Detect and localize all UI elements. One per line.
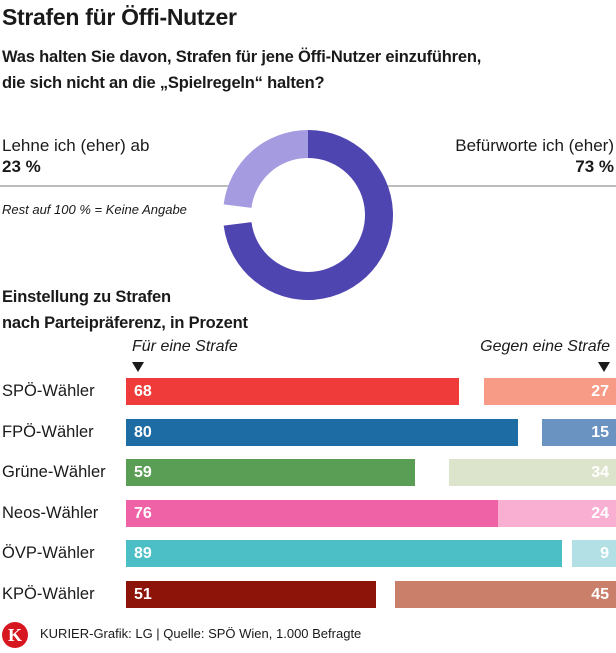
for-summary: Befürworte ich (eher) 73 % (455, 135, 614, 177)
bar-value-for: 51 (134, 586, 152, 603)
row-label: SPÖ-Wähler (2, 382, 95, 400)
for-label: Befürworte ich (eher) (455, 136, 614, 155)
chart-title: Strafen für Öffi-Nutzer (2, 4, 237, 30)
bar-value-against: 15 (591, 424, 609, 441)
bar-value-for: 80 (134, 424, 152, 441)
kurier-logo-icon: K (2, 622, 28, 648)
bars-heading: Einstellung zu Strafen nach Parteipräfer… (2, 284, 248, 336)
donut-segment-for (223, 130, 393, 300)
bar-value-for: 76 (134, 505, 152, 522)
bar-against-penalty: 9 (572, 540, 616, 567)
rest-note: Rest auf 100 % = Keine Angabe (2, 202, 187, 217)
arrow-down-icon (598, 362, 610, 372)
bar-against-penalty: 34 (449, 459, 616, 486)
question-line-2: die sich nicht an die „Spielregeln“ halt… (2, 74, 325, 92)
row-label: Grüne-Wähler (2, 463, 106, 481)
bar-value-against: 45 (591, 586, 609, 603)
bar-for-penalty: 59 (126, 459, 415, 486)
row-label: ÖVP-Wähler (2, 544, 95, 562)
donut-background (236, 143, 380, 287)
bar-against-penalty: 15 (542, 419, 616, 446)
row-label: KPÖ-Wähler (2, 585, 95, 603)
source-credit: KURIER-Grafik: LG | Quelle: SPÖ Wien, 1.… (40, 626, 362, 641)
bar-against-penalty: 24 (498, 500, 616, 527)
bars-heading-line-1: Einstellung zu Strafen (2, 288, 171, 306)
bar-for-penalty: 68 (126, 378, 459, 405)
bar-value-against: 9 (600, 545, 609, 562)
bar-value-for: 89 (134, 545, 152, 562)
against-label: Lehne ich (eher) ab (2, 136, 150, 155)
bar-against-penalty: 27 (484, 378, 616, 405)
row-label: Neos-Wähler (2, 504, 99, 522)
bar-for-penalty: 51 (126, 581, 376, 608)
for-value: 73 % (575, 157, 614, 176)
bar-value-for: 68 (134, 383, 152, 400)
against-summary: Lehne ich (eher) ab 23 % (2, 135, 149, 177)
bar-for-penalty: 76 (126, 500, 498, 527)
donut-segment-against (223, 130, 308, 208)
bar-for-penalty: 80 (126, 419, 518, 446)
survey-question: Was halten Sie davon, Strafen für jene Ö… (2, 44, 481, 96)
bar-value-against: 34 (591, 464, 609, 481)
bar-value-against: 24 (591, 505, 609, 522)
against-value: 23 % (2, 157, 41, 176)
legend-for: Für eine Strafe (132, 338, 238, 355)
bar-value-against: 27 (591, 383, 609, 400)
bar-against-penalty: 45 (395, 581, 616, 608)
bars-heading-line-2: nach Parteipräferenz, in Prozent (2, 314, 248, 332)
bar-for-penalty: 89 (126, 540, 562, 567)
question-line-1: Was halten Sie davon, Strafen für jene Ö… (2, 48, 482, 66)
donut-chart (223, 130, 393, 300)
bar-value-for: 59 (134, 464, 152, 481)
arrow-down-icon (132, 362, 144, 372)
row-label: FPÖ-Wähler (2, 423, 94, 441)
legend-against: Gegen eine Strafe (480, 338, 610, 355)
